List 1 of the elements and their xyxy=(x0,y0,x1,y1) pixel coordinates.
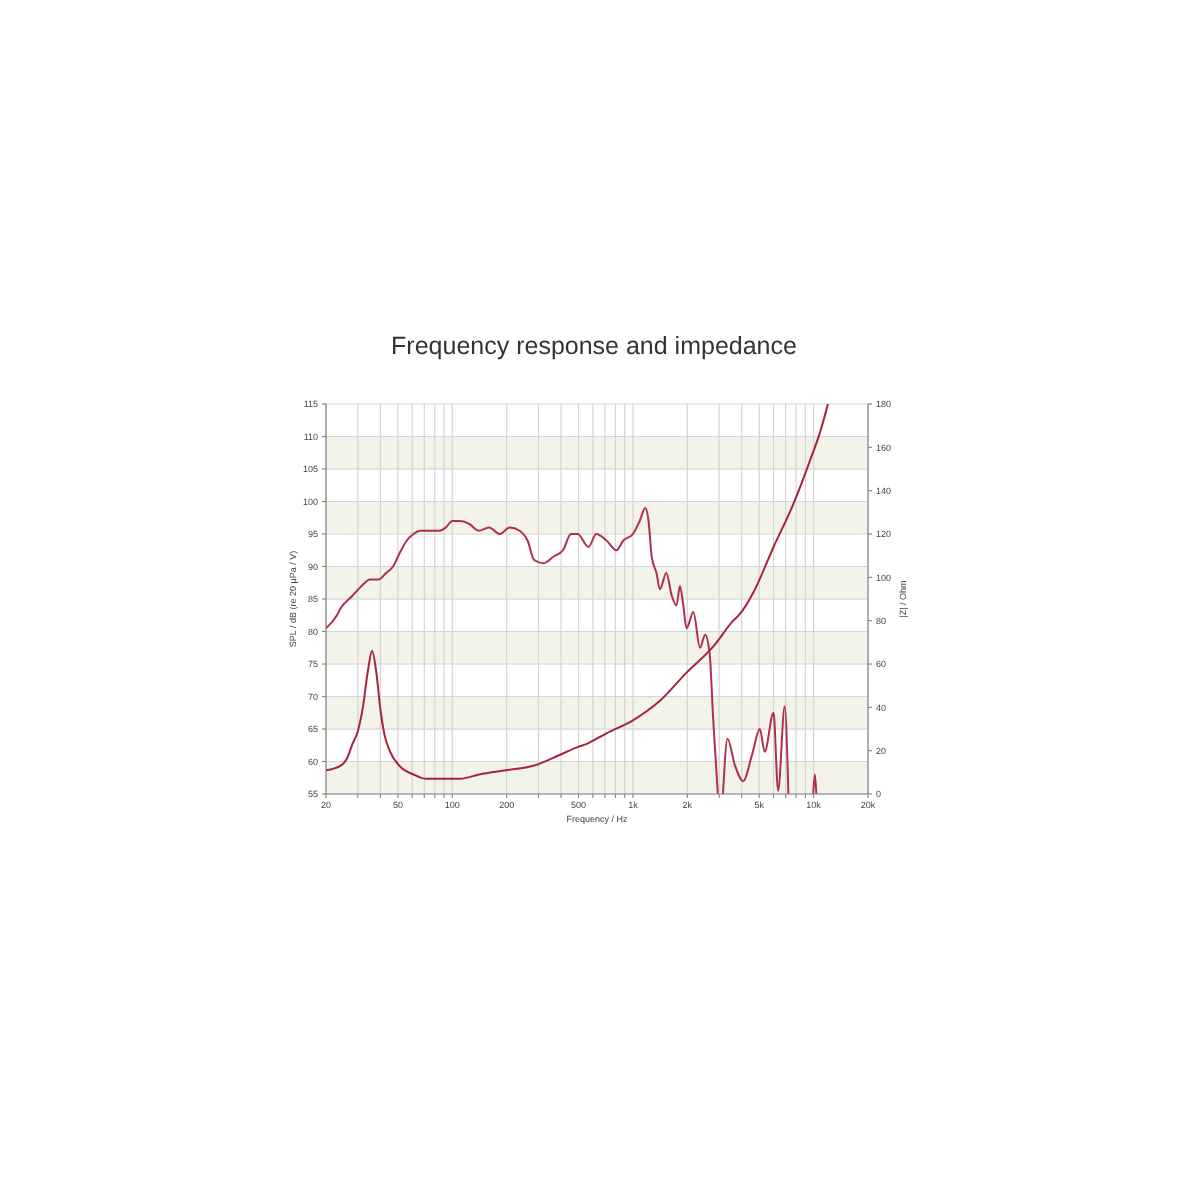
chart-title: Frequency response and impedance xyxy=(389,332,799,360)
